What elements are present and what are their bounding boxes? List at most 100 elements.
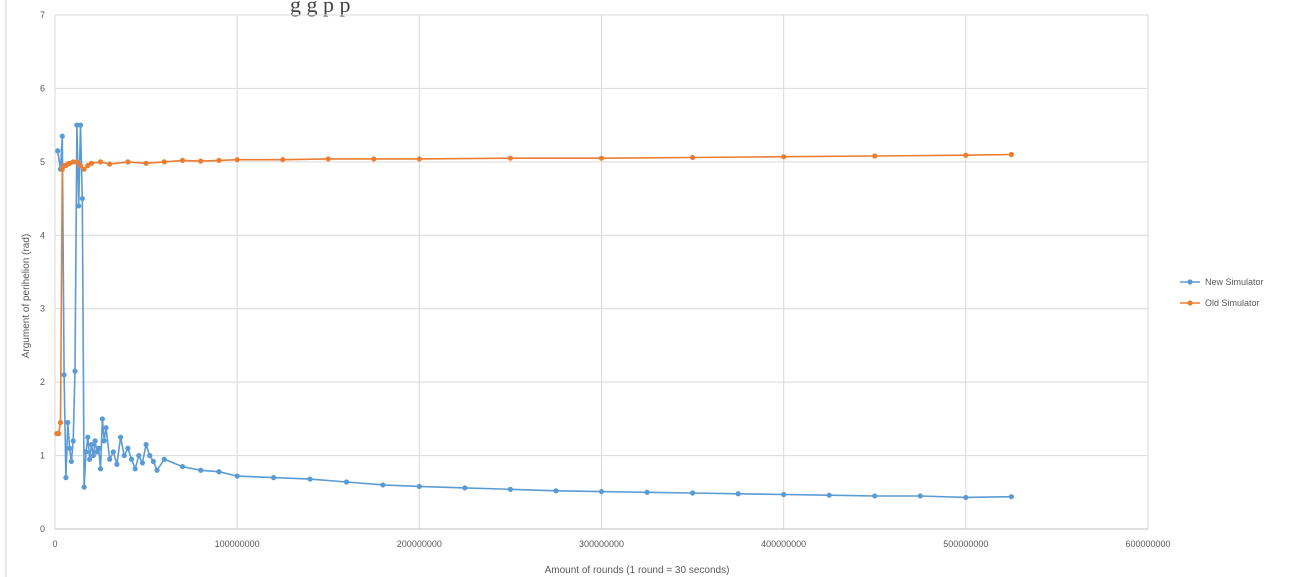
data-point [598,155,605,161]
legend: New Simulator Old Simulator [1180,277,1264,308]
data-point [101,438,107,444]
data-point [689,154,696,161]
data-point [147,452,153,459]
series-line [56,125,1012,499]
data-point [125,159,131,165]
data-point [79,195,85,202]
data-point [66,445,73,451]
data-point [179,157,186,163]
data-point [234,473,240,479]
data-point [97,466,104,472]
data-point [872,153,878,159]
data-point [416,156,422,162]
data-point [77,162,84,169]
x-tick-label: 600000000 [1125,539,1170,549]
series-layer [54,122,1014,501]
grid [54,14,1149,530]
data-point [216,469,222,475]
data-point [90,452,96,459]
data-point [598,488,605,495]
data-point [139,460,146,466]
data-point [343,479,350,485]
data-point [85,434,91,440]
data-point [81,484,87,490]
series-0 [55,122,1014,501]
data-point [644,489,650,495]
data-point [88,441,95,448]
data-point [132,466,138,472]
data-point [117,434,124,440]
data-point [198,158,204,164]
x-tick-label: 100000000 [215,539,260,549]
data-point [128,456,135,462]
data-point [96,445,102,451]
data-point [416,483,422,490]
data-point [826,492,832,498]
data-point [781,154,787,160]
data-point [507,486,514,492]
data-point [103,425,109,431]
y-tick-label: 1 [40,451,45,461]
data-point [83,449,89,455]
data-point [74,159,80,165]
series-1 [54,151,1014,437]
data-point [72,368,78,374]
data-point [872,493,878,499]
data-point [107,161,113,167]
data-point [735,491,741,497]
data-point [88,160,95,166]
y-axis-label: Argument of perihelion (rad) [21,234,32,359]
data-point [553,488,559,494]
data-point [76,203,82,209]
x-tick-label: 300000000 [579,539,624,549]
series-line [56,153,1012,435]
x-tick-label: 200000000 [397,539,442,549]
data-point [70,438,76,444]
data-point [97,159,104,165]
legend-swatch-marker [1187,279,1193,285]
data-point [963,494,969,501]
data-point [143,160,149,166]
data-point [143,441,149,448]
data-point [1008,151,1014,158]
y-tick-label: 2 [40,377,45,387]
data-point [161,456,167,462]
x-axis-label: Amount of rounds (1 round = 30 seconds) [545,565,730,576]
top-cropped-text: g g p p [290,0,351,17]
data-point [280,157,286,163]
x-tick-label: 500000000 [943,539,988,549]
data-point [216,157,222,163]
data-point [963,152,969,158]
data-point [234,157,240,163]
y-tick-label: 3 [40,304,45,314]
data-point [271,475,277,481]
data-point [99,416,105,422]
data-point [55,148,61,154]
data-point [307,476,313,482]
y-tick-label: 7 [40,10,45,20]
data-point [179,463,186,470]
data-point [68,458,74,465]
data-point [161,159,167,165]
data-point [781,491,787,498]
x-axis-ticks: 0 100000000 200000000 300000000 400000000 500… [52,539,1170,549]
data-point [92,438,98,444]
data-point [380,482,386,488]
data-point [107,456,113,462]
legend-label: Old Simulator [1205,298,1260,308]
y-tick-label: 4 [40,230,45,240]
data-point [110,449,116,455]
y-axis-ticks: 0 1 2 3 4 5 6 7 [40,10,45,534]
data-point [121,452,127,459]
data-point [65,419,71,426]
data-point [325,156,331,162]
data-point [61,372,67,378]
x-tick-label: 0 [52,539,57,549]
data-point [77,122,84,128]
data-point [125,445,131,451]
data-point [81,166,87,172]
data-point [917,493,923,499]
data-point [56,430,62,437]
data-point [57,419,64,426]
